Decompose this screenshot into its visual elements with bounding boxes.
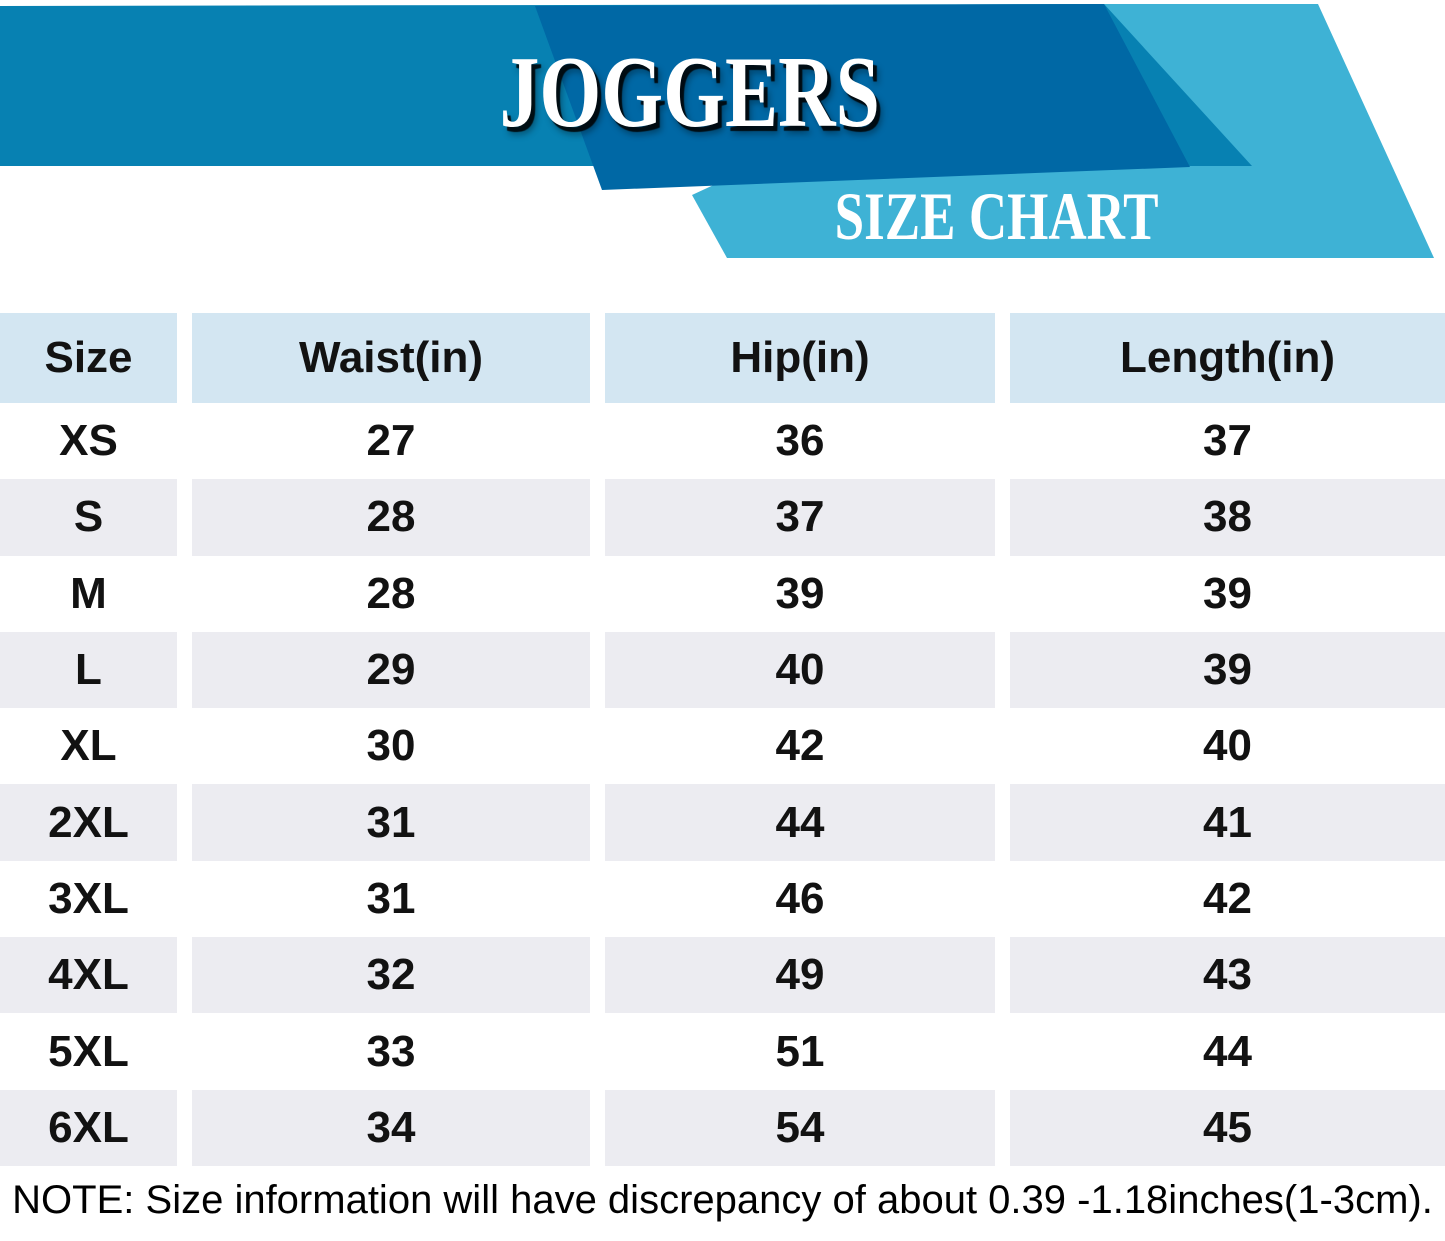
- cell-size: XL: [60, 721, 117, 771]
- cell-hip: 44: [605, 784, 995, 861]
- cell-hip: 46: [775, 873, 825, 923]
- cell-hip: 37: [605, 479, 995, 556]
- table-row-m: M 28 39 39: [0, 556, 1445, 632]
- cell-size: 4XL: [0, 937, 177, 1014]
- cell-length: 43: [1010, 937, 1445, 1014]
- cell-waist: 32: [192, 937, 590, 1014]
- table-row-xs: XS 27 36 37: [0, 403, 1445, 479]
- table-row-l: L 29 40 39: [0, 631, 1445, 709]
- table-row-3xl: 3XL 31 46 42: [0, 861, 1445, 937]
- cell-hip: 42: [775, 721, 825, 771]
- cell-length: 37: [1203, 416, 1252, 466]
- column-header-waist: Waist(in): [192, 313, 590, 403]
- page-title: JOGGERS: [240, 36, 1140, 150]
- cell-waist: 31: [192, 784, 590, 861]
- table-row-xl: XL 30 42 40: [0, 708, 1445, 784]
- banner-dark-parallelogram: [535, 4, 1190, 190]
- page-subtitle-text: SIZE CHART: [835, 178, 1159, 254]
- table-header-row: Size Waist(in) Hip(in) Length(in): [0, 313, 1445, 403]
- page-title-text: JOGGERS: [499, 36, 881, 149]
- table-row-4xl: 4XL 32 49 43: [0, 937, 1445, 1014]
- cell-size: 3XL: [48, 873, 129, 923]
- column-header-size: Size: [0, 313, 177, 403]
- cell-hip: 36: [775, 416, 825, 466]
- cell-length: 38: [1010, 479, 1445, 556]
- column-header-length: Length(in): [1010, 313, 1445, 403]
- cell-size: 6XL: [0, 1089, 177, 1166]
- table-row-s: S 28 37 38: [0, 479, 1445, 556]
- cell-size: 5XL: [48, 1026, 129, 1076]
- size-chart-table: Size Waist(in) Hip(in) Length(in) XS 27 …: [0, 313, 1445, 1166]
- cell-size: 2XL: [0, 784, 177, 861]
- page-subtitle: SIZE CHART: [697, 182, 1297, 250]
- header-banner: JOGGERS SIZE CHART: [0, 0, 1445, 270]
- cell-size: M: [70, 568, 107, 618]
- cell-waist: 28: [192, 479, 590, 556]
- size-note: NOTE: Size information will have discrep…: [12, 1178, 1433, 1222]
- cell-hip: 40: [605, 631, 995, 709]
- cell-waist: 31: [366, 873, 416, 923]
- cell-waist: 34: [192, 1089, 590, 1166]
- cell-waist: 28: [366, 568, 416, 618]
- table-row-5xl: 5XL 33 51 44: [0, 1013, 1445, 1089]
- cell-waist: 30: [366, 721, 416, 771]
- table-row-6xl: 6XL 34 54 45: [0, 1089, 1445, 1166]
- cell-length: 42: [1203, 873, 1252, 923]
- cell-length: 44: [1203, 1026, 1252, 1076]
- cell-waist: 29: [192, 631, 590, 709]
- cell-length: 41: [1010, 784, 1445, 861]
- cell-hip: 49: [605, 937, 995, 1014]
- cell-length: 39: [1203, 568, 1252, 618]
- cell-size: XS: [59, 416, 118, 466]
- cell-length: 39: [1010, 631, 1445, 709]
- column-header-hip: Hip(in): [605, 313, 995, 403]
- cell-length: 40: [1203, 721, 1252, 771]
- table-row-2xl: 2XL 31 44 41: [0, 784, 1445, 861]
- cell-hip: 51: [775, 1026, 825, 1076]
- cell-waist: 33: [366, 1026, 416, 1076]
- cell-size: L: [0, 631, 177, 709]
- cell-size: S: [0, 479, 177, 556]
- cell-waist: 27: [366, 416, 416, 466]
- cell-length: 45: [1010, 1089, 1445, 1166]
- cell-hip: 54: [605, 1089, 995, 1166]
- cell-hip: 39: [775, 568, 825, 618]
